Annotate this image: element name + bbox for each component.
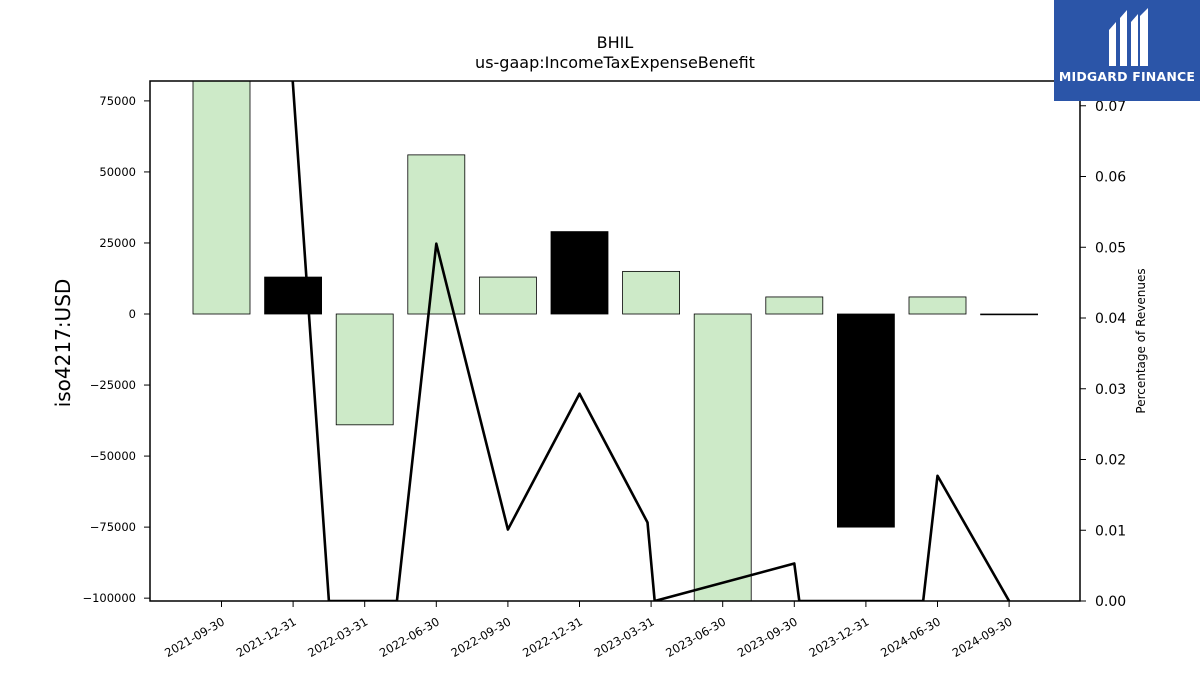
- y2-tick-label: 0.01: [1095, 523, 1126, 539]
- y-tick-label: −25000: [90, 378, 136, 392]
- x-tick-label: 2021-09-30: [162, 614, 227, 660]
- bar: [622, 270, 680, 315]
- y2-tick-label: 0.05: [1095, 240, 1126, 256]
- bar: [980, 313, 1038, 316]
- bar: [192, 80, 251, 315]
- x-tick-label: 2023-12-31: [807, 614, 872, 660]
- bar: [550, 231, 609, 315]
- y2-tick-label: 0.06: [1095, 170, 1126, 186]
- x-tick-label: 2022-12-31: [520, 614, 585, 660]
- bar: [335, 313, 394, 426]
- x-tick-label: 2022-06-30: [377, 614, 442, 660]
- chart-subtitle: us-gaap:IncomeTaxExpenseBenefit: [475, 53, 755, 72]
- y2-tick-label: 0.00: [1095, 594, 1126, 610]
- x-tick-label: 2023-09-30: [735, 614, 800, 660]
- x-tick-label: 2022-09-30: [449, 614, 514, 660]
- y2-tick-label: 0.02: [1095, 453, 1126, 469]
- midgard-logo-icon: [1109, 8, 1148, 66]
- y2-tick-label: 0.07: [1095, 99, 1126, 115]
- bar: [765, 296, 824, 315]
- bar: [407, 154, 466, 315]
- y-axis-label: iso4217:USD: [51, 279, 75, 408]
- x-tick-label: 2024-09-30: [950, 614, 1015, 660]
- logo-text: MIDGARD FINANCE: [1058, 69, 1196, 84]
- y-tick-label: 75000: [99, 94, 136, 108]
- bar: [837, 313, 895, 528]
- bar: [908, 296, 967, 315]
- bar: [693, 313, 752, 602]
- y-tick-label: −100000: [82, 591, 136, 605]
- y-tick-label: 50000: [99, 165, 136, 179]
- y-tick-label: −50000: [90, 449, 136, 463]
- series-line: [291, 81, 1011, 601]
- y2-tick-label: 0.03: [1095, 382, 1126, 398]
- y-tick-label: −75000: [90, 520, 136, 534]
- y2-tick-label: 0.04: [1095, 311, 1126, 327]
- chart-title: BHIL: [597, 33, 634, 52]
- x-tick-label: 2023-06-30: [663, 614, 728, 660]
- y2-axis-label: Percentage of Revenues: [1134, 268, 1148, 413]
- x-tick-label: 2023-03-31: [592, 614, 657, 660]
- x-tick-label: 2024-06-30: [878, 614, 943, 660]
- x-tick-label: 2022-03-31: [305, 614, 370, 660]
- plot-frame: [149, 80, 1081, 602]
- midgard-finance-logo: MIDGARD FINANCE: [1054, 0, 1200, 101]
- y-tick-label: 25000: [99, 236, 136, 250]
- bar: [264, 276, 323, 315]
- y-tick-label: 0: [129, 307, 136, 321]
- x-tick-label: 2021-12-31: [234, 614, 299, 660]
- bar: [478, 276, 537, 315]
